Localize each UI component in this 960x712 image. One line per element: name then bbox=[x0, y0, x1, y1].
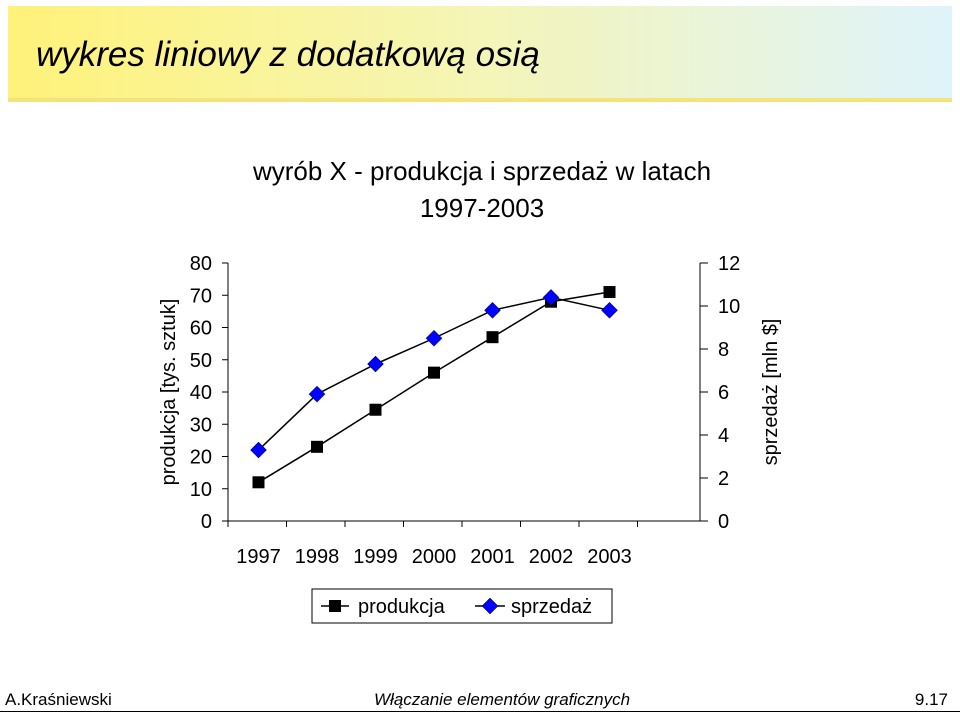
y-tick-right-label: 0 bbox=[718, 511, 729, 533]
x-tick-label: 2000 bbox=[412, 546, 457, 568]
y-tick-left-label: 10 bbox=[190, 479, 212, 501]
x-tick-label: 1999 bbox=[353, 546, 398, 568]
legend-box bbox=[311, 588, 613, 624]
data-point-sprzedaż bbox=[542, 289, 560, 306]
legend-marker-produkcja bbox=[329, 600, 341, 612]
data-point-sprzedaż bbox=[484, 301, 501, 319]
y-axis-right-title: sprzedaż [mln $] bbox=[760, 319, 782, 466]
y-tick-left-label: 20 bbox=[190, 447, 212, 469]
legend-label-produkcja: produkcja bbox=[358, 596, 446, 618]
data-point-produkcja bbox=[486, 331, 499, 344]
legend-label-sprzedaż: sprzedaż bbox=[511, 596, 592, 618]
y-tick-right-label: 2 bbox=[718, 468, 729, 490]
data-point-produkcja bbox=[369, 403, 382, 416]
data-point-produkcja bbox=[428, 366, 440, 379]
data-point-sprzedaż bbox=[367, 355, 384, 373]
x-tick-label: 2001 bbox=[470, 546, 515, 568]
data-point-sprzedaż bbox=[601, 301, 618, 319]
data-point-produkcja bbox=[603, 286, 616, 299]
slide-title: wykres liniowy z dodatkową osią bbox=[36, 35, 540, 74]
chart-title-line-2: 1997-2003 bbox=[420, 193, 544, 223]
y-tick-right-label: 10 bbox=[718, 296, 740, 318]
y-tick-right-label: 8 bbox=[718, 339, 729, 361]
y-tick-left-label: 60 bbox=[190, 318, 212, 340]
footer-author: A.Kraśniewski bbox=[5, 690, 112, 709]
y-axis-left-title: produkcja [tys. sztuk] bbox=[158, 299, 180, 486]
data-point-sprzedaż bbox=[250, 441, 267, 459]
x-tick-label: 1998 bbox=[295, 546, 340, 568]
x-tick-label: 2003 bbox=[587, 546, 632, 568]
y-tick-left-label: 70 bbox=[190, 285, 212, 307]
y-tick-right-label: 6 bbox=[718, 382, 729, 404]
x-tick-label: 2002 bbox=[529, 546, 574, 568]
y-tick-left-label: 30 bbox=[190, 414, 212, 436]
y-tick-left-label: 0 bbox=[201, 511, 212, 533]
footer-course: Włączanie elementów graficznych bbox=[374, 690, 631, 709]
x-tick-label: 1997 bbox=[236, 546, 281, 568]
data-point-sprzedaż bbox=[308, 385, 326, 403]
y-tick-right-label: 4 bbox=[718, 425, 729, 447]
title-underline bbox=[8, 98, 952, 102]
y-tick-left-label: 40 bbox=[190, 382, 212, 404]
y-tick-right-label: 12 bbox=[718, 253, 740, 275]
data-point-produkcja bbox=[311, 440, 323, 453]
title-band bbox=[8, 6, 952, 98]
y-tick-left-label: 80 bbox=[190, 253, 212, 275]
footer-page-number: 9.17 bbox=[914, 690, 948, 709]
legend-marker-sprzedaż bbox=[481, 597, 499, 615]
data-point-produkcja bbox=[252, 476, 265, 489]
data-point-sprzedaż bbox=[425, 329, 443, 347]
chart-title-line-1: wyrób X - produkcja i sprzedaż w latach bbox=[252, 156, 711, 186]
y-tick-left-label: 50 bbox=[190, 350, 212, 372]
series-line-produkcja bbox=[258, 291, 610, 483]
